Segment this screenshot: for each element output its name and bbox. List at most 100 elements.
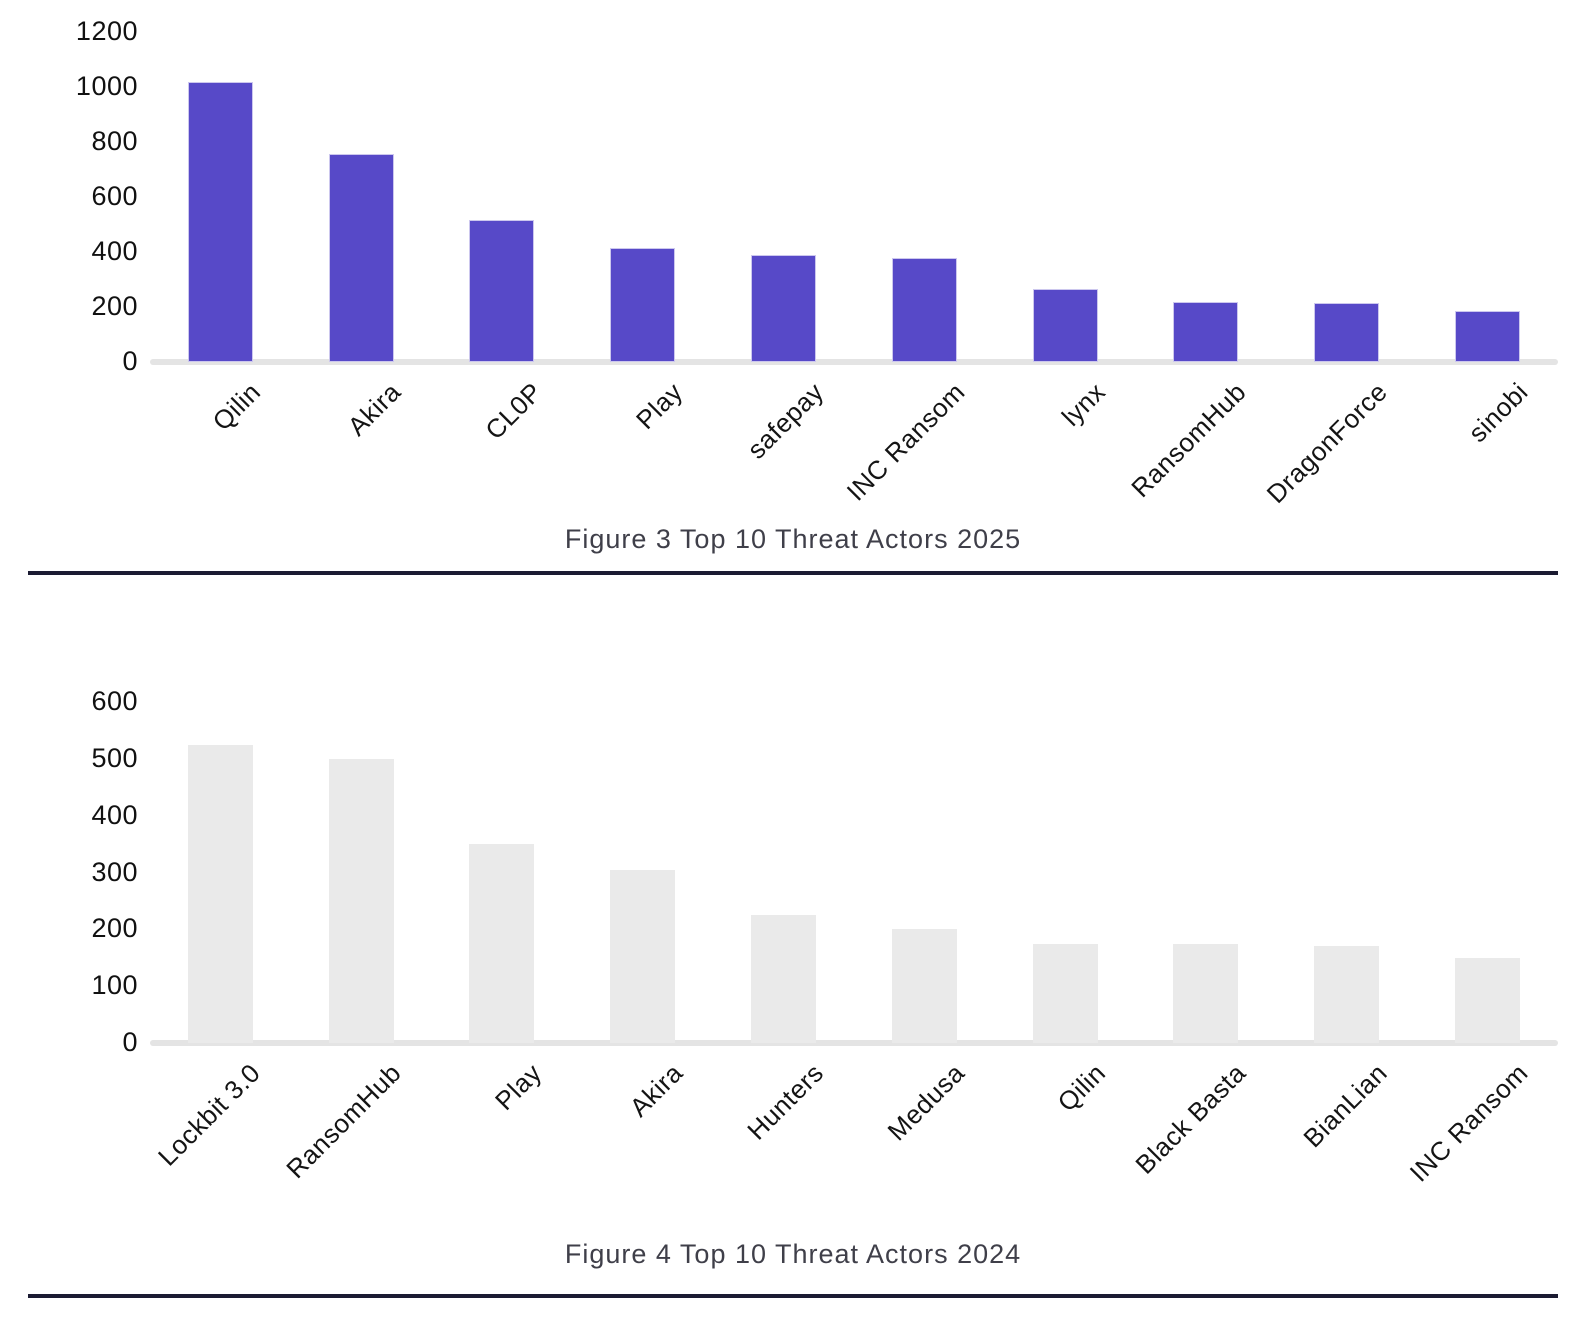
bar [1455, 957, 1521, 1043]
x-axis-category-label: Medusa [881, 1057, 971, 1147]
bar-slot [995, 702, 1136, 1043]
bar [751, 254, 817, 362]
bar [469, 844, 535, 1043]
x-axis-category-label: RansomHub [280, 1057, 408, 1185]
section-divider [28, 1294, 1558, 1298]
x-axis-spacer [28, 1043, 150, 1195]
bar-slot [572, 32, 713, 362]
x-label-slot: safepay [713, 362, 854, 514]
x-axis-category-label: Akira [623, 1057, 689, 1123]
bar [187, 744, 253, 1043]
x-label-slot: Medusa [854, 1043, 995, 1195]
bar-slot [150, 702, 291, 1043]
bar-slot [854, 32, 995, 362]
x-axis-category-label: Hunters [741, 1057, 830, 1146]
figure-4-block: 0 100 200 300 400 500 600 Lockbit 3.0 RansomHub P… [28, 688, 1558, 1298]
bar-slot [1276, 32, 1417, 362]
bar-chart-top-threat-actors-2024: 0 100 200 300 400 500 600 Lockbit 3.0 RansomHub P… [28, 688, 1558, 1195]
bar-slot [291, 702, 432, 1043]
x-axis-category-label: safepay [741, 376, 830, 465]
bar [1032, 943, 1098, 1043]
page: 0 200 400 600 800 1000 1200 Qilin Akira CL0P Play s… [28, 0, 1558, 1298]
bar [610, 247, 676, 362]
x-label-slot: Hunters [713, 1043, 854, 1195]
x-label-slot: BianLian [1276, 1043, 1417, 1195]
x-label-slot: Play [572, 362, 713, 514]
x-axis-category-label: Play [630, 376, 689, 435]
x-axis-category-label: lynx [1055, 376, 1111, 432]
bar [1173, 301, 1239, 362]
x-axis-category-label: CL0P [479, 376, 548, 446]
bar [328, 154, 394, 362]
x-axis-category-label: Akira [342, 376, 408, 442]
x-label-slot: lynx [995, 362, 1136, 514]
x-axis-line [150, 1040, 1558, 1046]
x-axis-category-label: INC Ransom [840, 376, 971, 507]
x-label-slot: RansomHub [280, 1043, 432, 1195]
bar [891, 929, 957, 1043]
y-axis-tick-label: 800 [91, 126, 138, 156]
x-axis-category-label: DragonForce [1260, 376, 1393, 509]
x-label-slot: INC Ransom [840, 362, 995, 514]
y-axis-tick-label: 200 [91, 913, 138, 944]
y-axis-tick-label: 600 [91, 686, 138, 716]
bar-slot [432, 32, 573, 362]
plot-area: 0 100 200 300 400 500 600 [28, 688, 1558, 1056]
bar-slot [854, 702, 995, 1043]
x-label-slot: DragonForce [1260, 362, 1417, 514]
figure-4-caption: Figure 4 Top 10 Threat Actors 2024 [564, 1239, 1022, 1269]
x-axis-category-label: RansomHub [1125, 376, 1252, 504]
bar-slot [1136, 32, 1277, 362]
plot-area: 0 200 400 600 800 1000 1200 [28, 18, 1558, 375]
bar-chart-top-threat-actors-2025: 0 200 400 600 800 1000 1200 Qilin Akira CL0P Play s… [28, 18, 1558, 514]
y-axis: 0 200 400 600 800 1000 1200 [28, 18, 150, 375]
bar [1455, 311, 1521, 362]
x-axis-category-label: BianLian [1296, 1057, 1393, 1154]
y-axis: 0 100 200 300 400 500 600 [28, 688, 150, 1056]
y-axis-tick-label: 0 [122, 1027, 138, 1057]
bar [469, 220, 535, 362]
bar-slot [1136, 702, 1277, 1043]
bar-slot [713, 702, 854, 1043]
x-label-slot: Akira [572, 1043, 713, 1195]
y-axis-tick-label: 500 [91, 742, 138, 773]
x-label-slot: CL0P [432, 362, 573, 514]
bar-slot [1417, 702, 1558, 1043]
x-label-slot: Akira [291, 362, 432, 514]
y-axis-tick-label: 300 [91, 856, 138, 887]
bar-slot [572, 702, 713, 1043]
x-label-slot: Qilin [995, 1043, 1136, 1195]
figure-3-block: 0 200 400 600 800 1000 1200 Qilin Akira CL0P Play s… [28, 18, 1558, 575]
x-axis-category-label: Qilin [1051, 1057, 1111, 1118]
x-label-slot: RansomHub [1125, 362, 1277, 514]
x-label-slot: INC Ransom [1403, 1043, 1558, 1195]
y-axis-tick-label: 600 [91, 181, 138, 211]
y-axis-tick-label: 400 [91, 236, 138, 266]
y-axis-tick-label: 0 [122, 346, 138, 376]
x-axis-line [150, 359, 1558, 365]
x-axis-category-label: Qilin [206, 376, 267, 437]
bar [751, 915, 817, 1043]
x-axis-labels: Lockbit 3.0 RansomHub Play Akira Hunters Medu… [28, 1043, 1558, 1195]
bar [1032, 289, 1098, 362]
bar [1173, 943, 1239, 1043]
x-axis-category-label: Lockbit 3.0 [152, 1057, 267, 1172]
x-axis-spacer [28, 362, 150, 514]
section-divider [28, 571, 1558, 575]
x-axis-category-label: Black Basta [1129, 1057, 1252, 1180]
x-axis-category-label: Play [489, 1057, 548, 1116]
x-label-slot: sinobi [1417, 362, 1558, 514]
y-axis-tick-label: 400 [91, 799, 138, 830]
x-label-slot: Lockbit 3.0 [150, 1043, 291, 1195]
x-axis-labels: Qilin Akira CL0P Play safepay INC Ransom lynx R… [28, 362, 1558, 514]
bar-slot [1276, 702, 1417, 1043]
y-axis-tick-label: 1000 [75, 71, 138, 101]
y-axis-tick-label: 200 [91, 291, 138, 321]
bar-slot [1417, 32, 1558, 362]
plot [150, 32, 1558, 365]
x-label-slot: Qilin [150, 362, 291, 514]
bar [328, 758, 394, 1043]
x-axis-category-label: sinobi [1462, 376, 1534, 448]
bar-slot [713, 32, 854, 362]
bar [610, 869, 676, 1043]
